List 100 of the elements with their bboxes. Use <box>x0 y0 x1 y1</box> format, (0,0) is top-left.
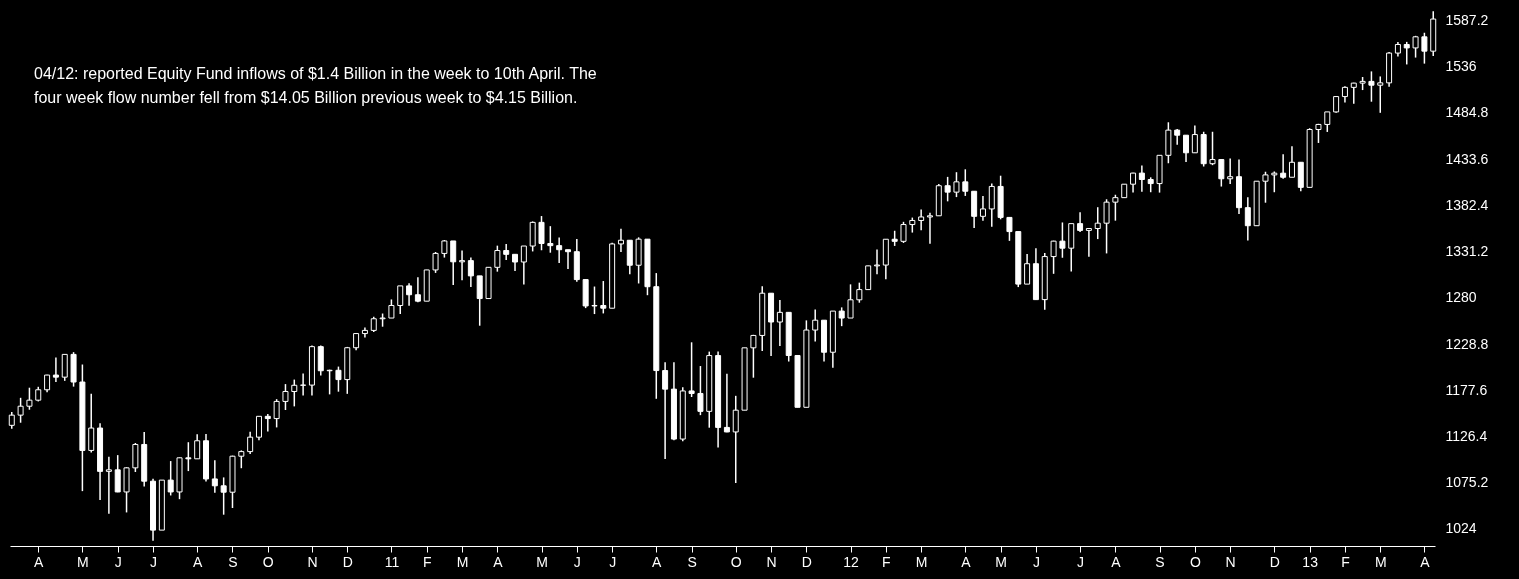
y-tick-label: 1075.2 <box>1445 474 1489 491</box>
x-tick-label: O <box>262 553 274 570</box>
candlestick <box>132 442 139 473</box>
candlestick <box>494 244 501 273</box>
x-tick-label: M <box>995 553 1007 570</box>
candlestick <box>918 208 925 231</box>
candlestick <box>1288 145 1295 178</box>
candlestick <box>273 398 280 429</box>
candlestick <box>662 361 669 460</box>
candlestick <box>1183 134 1190 163</box>
x-tick-label: M <box>1374 553 1387 570</box>
y-tick-label: 1126.4 <box>1445 427 1488 444</box>
candlestick <box>17 397 24 424</box>
candlestick <box>600 280 607 315</box>
candlestick <box>300 372 307 397</box>
candlestick <box>406 282 413 307</box>
candlestick <box>476 275 483 327</box>
x-tick-label: D <box>1269 553 1280 570</box>
candlestick <box>874 248 881 276</box>
x-tick-label: A <box>1111 553 1122 570</box>
candlestick <box>962 168 969 197</box>
candlestick <box>167 460 174 497</box>
candlestick <box>1103 198 1110 255</box>
x-tick-label: J <box>1032 553 1040 570</box>
candlestick <box>1262 170 1269 204</box>
x-tick-label: S <box>228 553 238 570</box>
x-tick-label: 11 <box>384 553 400 570</box>
candlestick <box>1209 131 1216 166</box>
candlestick <box>291 378 298 408</box>
x-tick-label: J <box>150 553 158 570</box>
candlestick <box>1271 170 1278 193</box>
x-tick-label: 13 <box>1302 553 1319 570</box>
candlestick <box>1077 211 1084 233</box>
candlestick <box>247 431 254 455</box>
y-tick-label: 1536 <box>1445 58 1477 75</box>
x-tick-label: J <box>609 553 617 570</box>
candlestick <box>1244 196 1251 242</box>
y-tick-label: 1587.2 <box>1445 12 1489 29</box>
x-tick-label: O <box>730 553 742 570</box>
x-tick-label: M <box>456 553 469 570</box>
candlestick <box>750 334 757 379</box>
candlestick <box>564 248 571 270</box>
candlestick <box>529 220 536 253</box>
candlestick <box>856 281 863 304</box>
candlestick <box>1350 82 1357 105</box>
x-tick-label: S <box>1155 553 1165 570</box>
candlestick <box>1130 171 1137 194</box>
candlestick <box>988 182 995 228</box>
x-tick-label: A <box>193 553 203 570</box>
y-tick-label: 1331.2 <box>1445 243 1489 260</box>
x-tick-label: N <box>766 553 777 570</box>
candlestick <box>459 249 466 281</box>
x-tick-label: F <box>1341 553 1350 570</box>
x-tick-label: J <box>573 553 581 570</box>
candlestick <box>467 256 474 288</box>
x-tick-label: M <box>536 553 548 570</box>
x-tick-label: F <box>882 553 891 570</box>
candlestick <box>414 276 421 304</box>
candlestick <box>88 393 95 454</box>
candlestick <box>838 306 845 327</box>
candlestick <box>865 265 872 291</box>
candlestick <box>185 441 192 472</box>
candlestick <box>114 454 121 493</box>
candlestick <box>388 298 395 319</box>
x-tick-label: F <box>422 553 432 570</box>
candlestick <box>1024 253 1031 285</box>
candlestick <box>556 236 563 264</box>
x-tick-label: A <box>34 553 45 570</box>
candlestick <box>282 383 289 411</box>
candlestick <box>723 372 730 433</box>
candlestick <box>1138 164 1145 193</box>
candlestick <box>1227 157 1234 185</box>
candlestick <box>1112 194 1119 222</box>
candlestick <box>335 365 342 393</box>
candlestick <box>538 215 545 252</box>
candlestick <box>732 395 739 484</box>
y-tick-label: 1433.6 <box>1445 150 1489 167</box>
y-tick-label: 1228.8 <box>1445 335 1489 352</box>
candlestick <box>812 308 819 343</box>
x-tick-label: D <box>801 553 812 570</box>
x-tick-label: D <box>342 553 353 570</box>
candlestick <box>105 455 112 515</box>
x-tick-label: A <box>652 553 663 570</box>
x-tick-label: O <box>1189 553 1201 570</box>
candlestick <box>220 476 227 516</box>
candlestick <box>52 356 59 383</box>
candlestick <box>1377 75 1384 114</box>
candlestick <box>900 221 907 244</box>
x-tick-label: N <box>1225 553 1236 570</box>
y-tick-label: 1484.8 <box>1445 104 1489 121</box>
candlestick <box>1368 70 1375 103</box>
candlestick <box>432 251 439 274</box>
candlestick <box>617 228 624 253</box>
candlestick <box>591 285 598 315</box>
candlestick <box>397 285 404 315</box>
candlestick <box>547 225 554 254</box>
candlestick <box>944 176 951 203</box>
candlestick <box>1094 206 1101 240</box>
x-tick-label: J <box>1077 553 1085 570</box>
candlestick <box>1280 153 1287 180</box>
